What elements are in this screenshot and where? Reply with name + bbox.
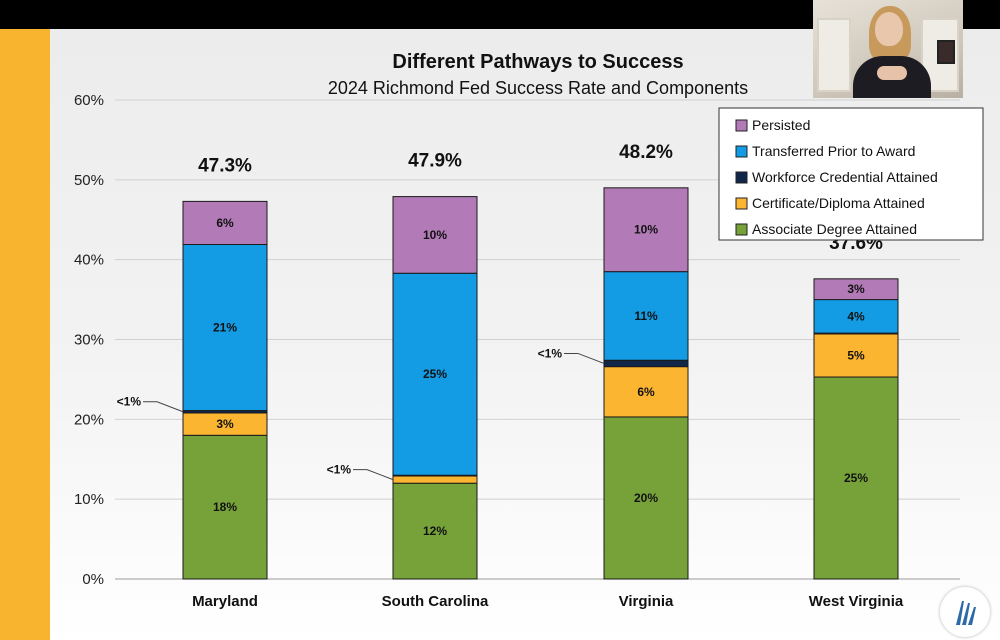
segment-label-2-4: 10%: [634, 223, 658, 237]
total-label-1: 47.9%: [408, 151, 462, 172]
callout-label-1: <1%: [327, 463, 352, 477]
bar-segment-3-4: [813, 278, 899, 301]
bar-segment-2-2: [603, 359, 689, 368]
bar-segment-0-0: [182, 434, 268, 580]
logo-mark: [956, 601, 976, 625]
segment-label-2-1: 6%: [637, 385, 655, 399]
bar-segment-1-4: [392, 196, 478, 274]
legend-swatch-1: [735, 145, 748, 158]
segment-label-1-0: 12%: [423, 524, 447, 538]
x-tick-label-2: Virginia: [619, 593, 674, 610]
legend-entry-4: Associate Degree Attained: [752, 221, 917, 237]
legend-entry-0: Persisted: [752, 117, 810, 133]
total-label-2: 48.2%: [619, 142, 673, 163]
richmond-fed-logo-icon[interactable]: [940, 587, 990, 637]
accent-strip: [0, 29, 50, 640]
bar-segment-2-1: [603, 366, 689, 418]
y-tick-label-40: 40%: [74, 252, 104, 269]
legend: Persisted Transferred Prior to Award Workf…: [718, 107, 984, 241]
y-tick-label-50: 50%: [74, 172, 104, 189]
data-labels: 18% 3% 21% 6% 47.3% <1% 12% 25% 10% 47.9% <1% 20% 6%…: [117, 142, 883, 538]
bookshelf-left: [817, 18, 851, 92]
legend-entry-3: Certificate/Diploma Attained: [752, 195, 925, 211]
segment-label-0-3: 21%: [213, 321, 237, 335]
bar-segment-1-0: [392, 482, 478, 580]
segment-label-0-1: 3%: [216, 417, 234, 431]
bar-segment-3-3: [813, 299, 899, 334]
bar-segment-2-0: [603, 416, 689, 580]
bar-segment-1-1: [392, 475, 478, 484]
presenter-hands: [877, 66, 907, 80]
picture-frame: [937, 40, 955, 64]
legend-swatch-4: [735, 223, 748, 236]
x-tick-label-0: Maryland: [192, 593, 258, 610]
callout-leader-2: [564, 352, 605, 364]
legend-swatch-0: [735, 119, 748, 132]
y-tick-label-20: 20%: [74, 411, 104, 428]
segment-label-0-4: 6%: [216, 216, 234, 230]
legend-entry-2: Workforce Credential Attained: [752, 169, 938, 185]
callout-leader-1: [353, 469, 394, 481]
segment-label-2-0: 20%: [634, 491, 658, 505]
x-tick-label-3: West Virginia: [809, 593, 904, 610]
legend-box: [718, 107, 984, 241]
y-axis-ticks: 0% 10% 20% 30% 40% 50% 60%: [74, 92, 104, 588]
y-tick-label-30: 30%: [74, 332, 104, 349]
callout-leader-0: [143, 401, 184, 413]
legend-swatch-3: [735, 197, 748, 210]
y-tick-label-10: 10%: [74, 491, 104, 508]
chart-subtitle: 2024 Richmond Fed Success Rate and Compo…: [328, 78, 748, 98]
legend-swatch-2: [735, 171, 748, 184]
bar-segment-2-3: [603, 271, 689, 361]
bar-segment-1-3: [392, 272, 478, 476]
callout-label-0: <1%: [117, 395, 142, 409]
y-tick-label-0: 0%: [82, 571, 104, 588]
segment-label-3-3: 4%: [847, 309, 865, 323]
x-tick-label-1: South Carolina: [382, 593, 489, 610]
segment-label-1-3: 25%: [423, 367, 447, 381]
legend-entry-1: Transferred Prior to Award: [752, 143, 915, 159]
presenter-face: [875, 12, 903, 46]
segment-label-3-1: 5%: [847, 348, 865, 362]
segment-label-0-0: 18%: [213, 500, 237, 514]
bar-segment-3-1: [813, 333, 899, 378]
bar-segment-3-0: [813, 376, 899, 580]
segment-label-2-3: 11%: [634, 309, 658, 323]
bars: [182, 187, 899, 580]
x-axis-ticks: Maryland South Carolina Virginia West Virgi…: [192, 593, 904, 610]
bar-segment-2-4: [603, 187, 689, 273]
y-tick-label-60: 60%: [74, 92, 104, 109]
total-label-0: 47.3%: [198, 155, 252, 176]
segment-label-1-4: 10%: [423, 228, 447, 242]
callout-label-2: <1%: [538, 346, 563, 360]
segment-label-3-0: 25%: [844, 471, 868, 485]
bar-segment-0-4: [182, 200, 268, 245]
chart-title: Different Pathways to Success: [392, 51, 683, 73]
webcam-presenter-feed: [813, 0, 963, 98]
segment-label-3-4: 3%: [847, 282, 865, 296]
